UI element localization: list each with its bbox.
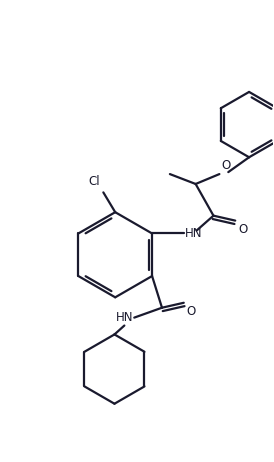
Text: HN: HN xyxy=(185,227,202,240)
Text: HN: HN xyxy=(116,311,133,324)
Text: O: O xyxy=(221,159,231,172)
Text: Cl: Cl xyxy=(89,176,100,188)
Text: O: O xyxy=(238,223,247,236)
Text: O: O xyxy=(187,305,196,318)
